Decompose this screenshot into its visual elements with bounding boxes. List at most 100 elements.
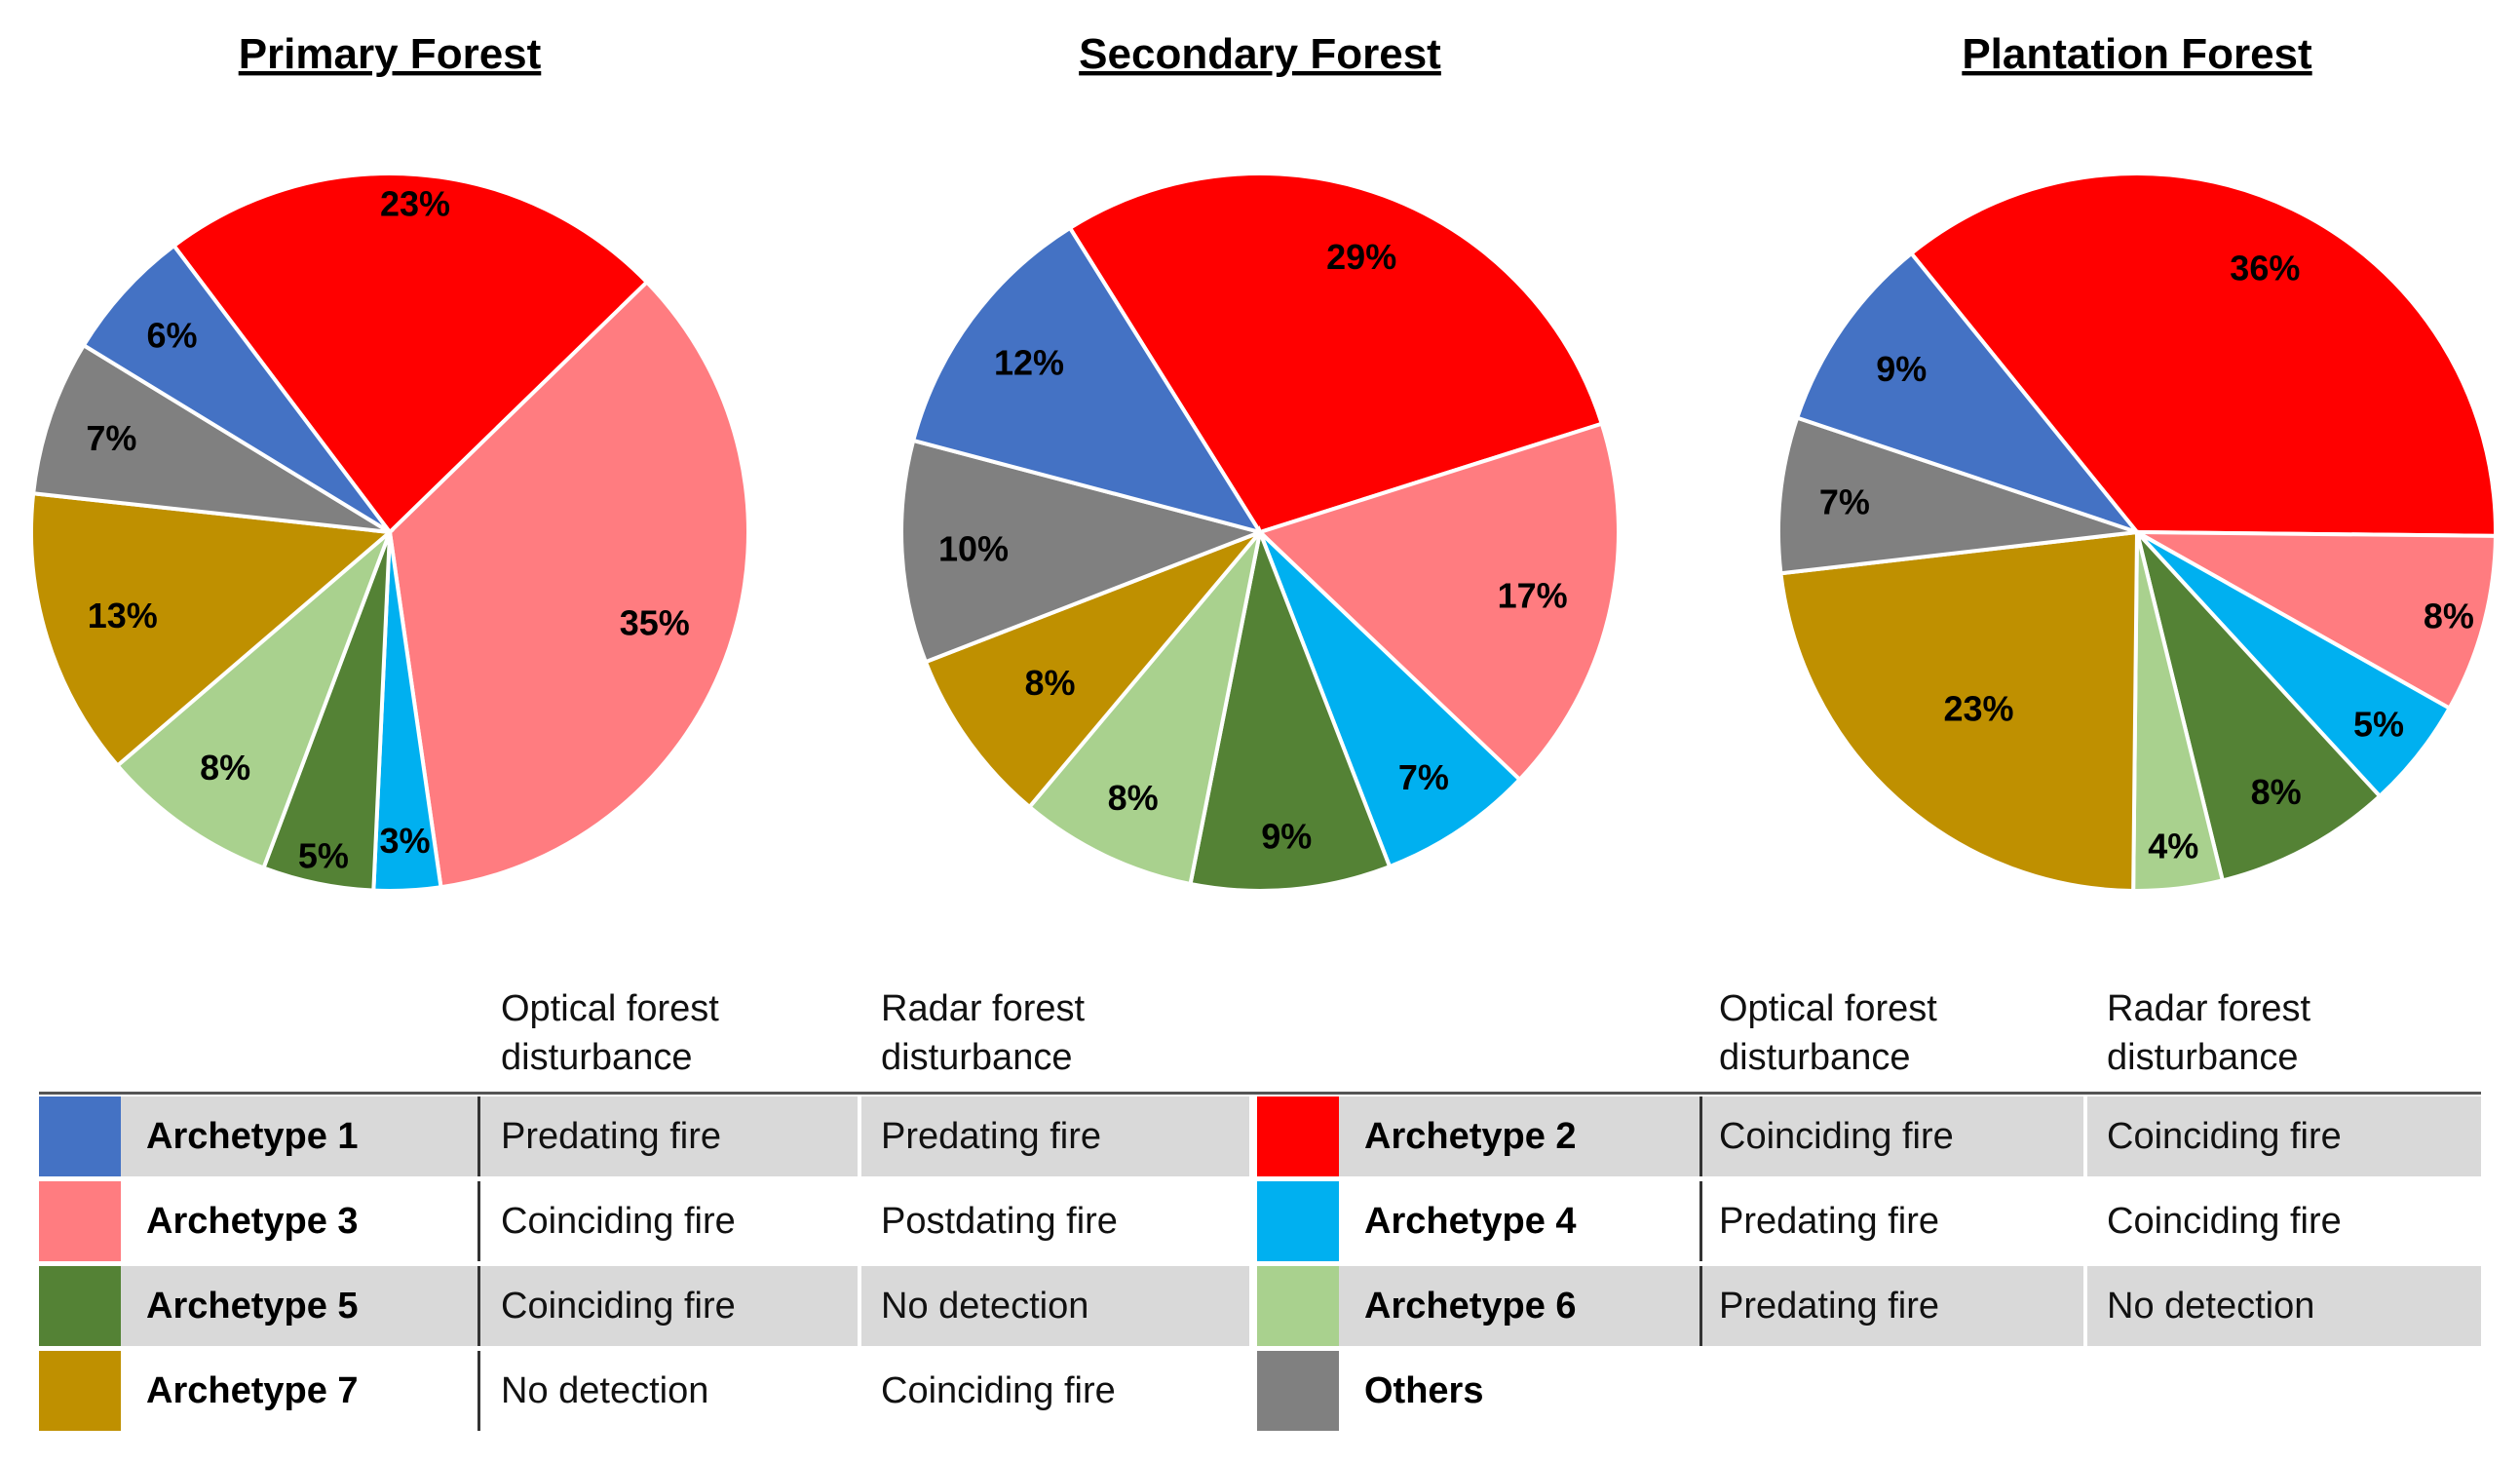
legend-swatch (39, 1266, 121, 1346)
primary-forest-label-archetype-7: 13% (88, 596, 158, 635)
legend-row-bg (1339, 1266, 2481, 1346)
legend-radar-value: Coinciding fire (881, 1370, 1116, 1411)
legend-radar-value: No detection (2107, 1286, 2315, 1327)
legend-archetype-name: Archetype 1 (146, 1116, 359, 1157)
legend-row-bg (1339, 1096, 2481, 1176)
legend-archetype-name: Archetype 7 (146, 1370, 359, 1411)
legend-table: Optical forest disturbance Radar forest … (39, 984, 2481, 1443)
legend-archetype-name: Others (1364, 1370, 1484, 1411)
legend-optical-value: Predating fire (1719, 1286, 1940, 1327)
primary-forest-slice-archetype-1 (81, 243, 392, 534)
plantation-forest-pie: Plantation Forest 36% 8% 5% 8% 4% 23% 7% 9% (1776, 30, 2499, 894)
secondary-forest-label-archetype-6: 8% (1108, 778, 1159, 818)
legend-row: Archetype 1 Predating fire Predating fire A… (39, 1096, 2481, 1176)
legend-swatch (1257, 1096, 1339, 1176)
secondary-forest-label-archetype-7: 8% (1025, 663, 1076, 703)
plantation-forest-slice-archetype-7 (1778, 529, 2140, 894)
legend-row: Archetype 5 Coinciding fire No detection Ar… (39, 1266, 2481, 1346)
secondary-forest-slice-archetype-1 (910, 225, 1265, 536)
plantation-forest-slice-archetype-5 (2135, 530, 2383, 883)
primary-forest-slice-archetype-2 (171, 172, 650, 536)
primary-forest-label-archetype-6: 8% (200, 748, 250, 788)
legend-radar-value: Coinciding fire (2107, 1116, 2342, 1157)
secondary-forest-slice-others (899, 438, 1267, 665)
legend-swatch (1257, 1351, 1339, 1431)
legend-optical-value: Coinciding fire (1719, 1116, 1954, 1157)
plantation-forest-slice-others (1776, 415, 2138, 576)
legend-archetype-name: Archetype 4 (1364, 1201, 1577, 1242)
primary-forest-title: Primary Forest (239, 30, 542, 78)
legend-swatch (1257, 1266, 1339, 1346)
legend-archetype-name: Archetype 2 (1364, 1116, 1577, 1157)
legend-divider (1699, 1266, 1702, 1346)
legend-archetype-name: Archetype 5 (146, 1286, 359, 1327)
primary-forest-slice-archetype-7 (29, 491, 395, 769)
primary-forest-slice-archetype-6 (114, 530, 392, 871)
legend-swatch (39, 1351, 121, 1431)
plantation-forest-title: Plantation Forest (1962, 30, 2312, 78)
primary-forest-slice-archetype-3 (387, 279, 750, 890)
primary-forest-label-archetype-4: 3% (379, 821, 430, 861)
plantation-forest-label-archetype-1: 9% (1876, 349, 1927, 389)
legend-optical-value: No detection (501, 1370, 709, 1411)
secondary-forest-label-archetype-3: 17% (1498, 576, 1568, 616)
legend-cell-gap (2083, 1266, 2087, 1346)
plantation-forest-label-archetype-7: 23% (1943, 688, 2013, 728)
legend-divider (477, 1096, 480, 1176)
plantation-forest-label-archetype-4: 5% (2353, 705, 2404, 745)
legend-divider (477, 1181, 480, 1261)
secondary-forest-slice-archetype-2 (1067, 172, 1605, 535)
legend-header-rule (39, 1092, 2481, 1095)
legend-row-bg (121, 1096, 1249, 1176)
legend-optical-value: Predating fire (1719, 1201, 1940, 1242)
legend-optical-value: Coinciding fire (501, 1286, 736, 1327)
secondary-forest-slice-archetype-5 (1188, 524, 1393, 893)
legend-row-bg (121, 1266, 1249, 1346)
primary-forest-label-archetype-5: 5% (298, 836, 349, 876)
secondary-forest-label-archetype-2: 29% (1326, 237, 1396, 277)
legend-header-radar-left: Radar forest disturbance (881, 988, 1086, 1078)
primary-forest-pie: Primary Forest 23% 35% 3% 5% 8% 13% 7% 6% (29, 30, 750, 893)
plantation-forest-label-archetype-5: 8% (2251, 772, 2302, 812)
legend-divider (1699, 1181, 1702, 1261)
plantation-forest-slice-archetype-2 (1908, 172, 2498, 538)
legend-divider (1699, 1096, 1702, 1176)
legend-cell-gap (2083, 1096, 2087, 1176)
plantation-forest-label-others: 7% (1819, 481, 1870, 521)
legend-optical-value: Predating fire (501, 1116, 722, 1157)
plantation-forest-label-archetype-3: 8% (2424, 596, 2474, 636)
legend-cell-gap (858, 1096, 861, 1176)
legend-divider (477, 1266, 480, 1346)
primary-forest-label-others: 7% (86, 418, 136, 458)
plantation-forest-label-archetype-2: 36% (2230, 248, 2300, 288)
legend-radar-value: Postdating fire (881, 1201, 1118, 1242)
secondary-forest-slice-archetype-6 (1026, 530, 1262, 887)
legend-header-optical-right: Optical forest disturbance (1719, 988, 1937, 1078)
secondary-forest-label-archetype-5: 9% (1261, 817, 1312, 857)
legend-row: Archetype 3 Coinciding fire Postdating fir… (39, 1181, 2481, 1261)
legend-radar-value: Coinciding fire (2107, 1201, 2342, 1242)
secondary-forest-title: Secondary Forest (1079, 30, 1441, 78)
legend-divider (477, 1351, 480, 1431)
legend-radar-value: No detection (881, 1286, 1089, 1327)
legend-row: Archetype 7 No detection Coinciding fire Ot… (39, 1351, 2481, 1431)
legend-archetype-name: Archetype 6 (1364, 1286, 1577, 1327)
legend-header-optical-left: Optical forest disturbance (501, 988, 719, 1078)
secondary-forest-slice-archetype-4 (1258, 530, 1523, 869)
primary-forest-slice-others (30, 342, 392, 534)
secondary-forest-label-others: 10% (938, 528, 1009, 568)
legend-optical-value: Coinciding fire (501, 1201, 736, 1242)
legend-swatch (1257, 1181, 1339, 1261)
legend-swatch (39, 1181, 121, 1261)
secondary-forest-label-archetype-1: 12% (994, 342, 1064, 382)
legend-radar-value: Predating fire (881, 1116, 1102, 1157)
secondary-forest-pie: Secondary Forest 29% 17% 7% 9% 8% 8% 10% 12% (899, 30, 1621, 893)
plantation-forest-label-archetype-6: 4% (2148, 827, 2198, 866)
legend-header-radar-right: Radar forest disturbance (2107, 988, 2311, 1078)
plantation-forest-slice-archetype-1 (1794, 250, 2143, 537)
legend-archetype-name: Archetype 3 (146, 1201, 359, 1242)
primary-forest-label-archetype-1: 6% (146, 315, 197, 355)
secondary-forest-label-archetype-4: 7% (1398, 757, 1449, 797)
primary-forest-label-archetype-3: 35% (620, 603, 690, 643)
primary-forest-label-archetype-2: 23% (380, 183, 450, 223)
